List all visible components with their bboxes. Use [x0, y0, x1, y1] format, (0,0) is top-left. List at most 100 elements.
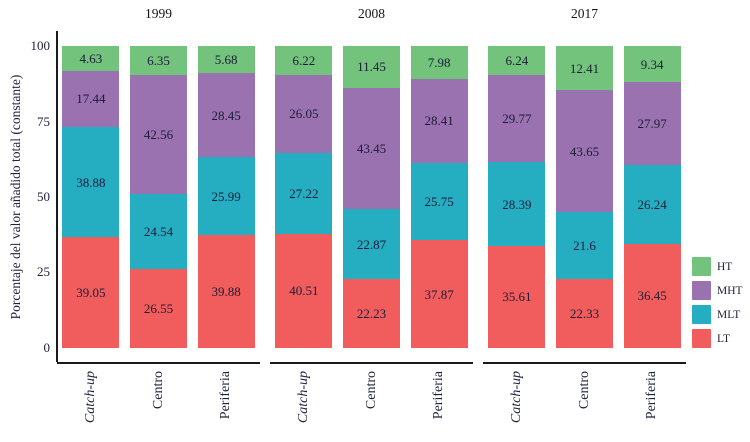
bar-segment-mht: 28.45 — [197, 73, 255, 158]
segment-value-label: 12.41 — [569, 60, 600, 76]
legend-label: LT — [717, 332, 730, 345]
segment-value-label: 6.22 — [292, 52, 316, 68]
stacked-bar-2008-centro: 11.45 43.45 22.87 22.23 — [343, 46, 400, 348]
legend-label: MLT — [717, 308, 741, 321]
legend-swatch-ht — [692, 257, 711, 276]
x-axis-line-facet-1 — [270, 362, 473, 364]
bar-segment-ht: 6.35 — [130, 46, 187, 75]
segment-value-label: 28.45 — [211, 107, 241, 123]
segment-value-label: 42.56 — [143, 127, 174, 143]
x-axis-line-facet-0 — [57, 362, 260, 364]
segment-value-label: 5.68 — [214, 52, 238, 68]
bar-segment-lt: 40.51 — [275, 233, 333, 348]
segment-value-label: 27.97 — [637, 116, 667, 132]
segment-value-label: 36.45 — [637, 288, 667, 304]
segment-value-label: 35.61 — [502, 289, 532, 305]
stacked-bar-2008-periferia: 7.98 28.41 25.75 37.87 — [410, 46, 468, 349]
x-axis-category-label: Catch-up — [295, 371, 311, 424]
bar-segment-lt: 35.61 — [488, 245, 546, 348]
bar-segment-ht: 5.68 — [197, 46, 255, 74]
segment-value-label: 26.24 — [637, 197, 667, 213]
facet-panel-1: 6.22 26.05 27.22 40.51 11.45 43.45 22.87 22.23 7… — [270, 46, 473, 349]
facet-panel-2: 6.24 29.77 28.39 35.61 12.41 43.65 21.6 22.33 9.… — [483, 46, 686, 348]
x-axis-category-label: Centro — [150, 371, 166, 410]
segment-value-label: 17.44 — [76, 91, 106, 107]
bar-segment-ht: 6.22 — [275, 46, 333, 75]
x-axis-category-label: Periferia — [431, 371, 447, 420]
segment-value-label: 37.87 — [424, 286, 454, 302]
segment-value-label: 25.99 — [211, 188, 241, 204]
legend-item-mht: MHT — [692, 281, 743, 300]
bar-segment-mlt: 38.88 — [62, 127, 120, 238]
segment-value-label: 29.77 — [502, 110, 532, 126]
x-axis-category-label: Catch-up — [82, 371, 98, 424]
segment-value-label: 25.75 — [424, 194, 454, 210]
segment-value-label: 22.33 — [569, 306, 600, 322]
bar-segment-lt: 36.45 — [623, 243, 681, 348]
bar-segment-mht: 42.56 — [130, 74, 187, 195]
segment-value-label: 43.45 — [356, 140, 387, 156]
y-tick-label-100: 100 — [30, 38, 51, 53]
bar-segment-mlt: 26.24 — [623, 165, 681, 244]
bar-segment-ht: 12.41 — [556, 46, 613, 91]
bar-segment-lt: 39.88 — [197, 235, 255, 348]
legend-item-lt: LT — [692, 329, 743, 348]
bar-segment-lt: 22.33 — [556, 279, 613, 348]
bar-segment-ht: 4.63 — [62, 46, 120, 71]
bar-segment-ht: 7.98 — [410, 46, 468, 79]
stacked-bar-2017-catch-up: 6.24 29.77 28.39 35.61 — [488, 46, 546, 348]
bar-segment-mlt: 27.22 — [275, 152, 333, 234]
legend-swatch-mlt — [692, 305, 711, 324]
bar-segment-mht: 43.45 — [343, 87, 400, 210]
bar-segment-mht: 17.44 — [62, 70, 120, 128]
bar-segment-ht: 9.34 — [623, 46, 681, 83]
segment-value-label: 7.98 — [427, 54, 451, 70]
segment-value-label: 22.87 — [356, 236, 387, 252]
x-axis-category-label: Catch-up — [508, 371, 524, 424]
bar-segment-mlt: 25.75 — [410, 162, 468, 241]
segment-value-label: 39.88 — [211, 284, 241, 300]
bar-segment-lt: 22.23 — [343, 279, 400, 348]
segment-value-label: 43.65 — [569, 143, 600, 159]
bar-segment-mlt: 22.87 — [343, 209, 400, 280]
bar-segment-mht: 28.41 — [410, 78, 468, 163]
segment-value-label: 28.41 — [424, 113, 454, 129]
bar-segment-lt: 39.05 — [62, 237, 120, 348]
legend-swatch-lt — [692, 329, 711, 348]
y-tick-label-75: 75 — [37, 114, 50, 129]
stacked-bar-2008-catch-up: 6.22 26.05 27.22 40.51 — [275, 46, 333, 348]
legend-label: MHT — [717, 284, 743, 297]
legend: HT MHT MLT LT — [692, 257, 743, 348]
legend-swatch-mht — [692, 281, 711, 300]
segment-value-label: 27.22 — [289, 185, 319, 201]
bar-segment-mlt: 24.54 — [130, 194, 187, 269]
y-tick-label-0: 0 — [43, 340, 51, 355]
bar-segment-mht: 26.05 — [275, 74, 333, 153]
stacked-bar-1999-catch-up: 4.63 17.44 38.88 39.05 — [62, 46, 120, 348]
x-axis-line-facet-2 — [483, 362, 686, 364]
bar-segment-mlt: 25.99 — [197, 157, 255, 236]
legend-item-mlt: MLT — [692, 305, 743, 324]
stacked-bar-2017-centro: 12.41 43.65 21.6 22.33 — [556, 46, 613, 348]
segment-value-label: 26.55 — [143, 300, 174, 316]
legend-label: HT — [717, 260, 733, 273]
stacked-bar-2017-periferia: 9.34 27.97 26.24 36.45 — [623, 46, 681, 348]
segment-value-label: 40.51 — [289, 283, 319, 299]
segment-value-label: 22.23 — [356, 306, 387, 322]
facet-panel-0: 4.63 17.44 38.88 39.05 6.35 42.56 24.54 26.55 5.… — [57, 46, 260, 348]
bar-segment-lt: 37.87 — [410, 240, 468, 349]
bar-segment-mlt: 28.39 — [488, 162, 546, 246]
bar-segment-ht: 6.24 — [488, 46, 546, 75]
bar-segment-mht: 43.65 — [556, 90, 613, 213]
y-tick-label-25: 25 — [37, 264, 50, 279]
segment-value-label: 9.34 — [640, 56, 664, 72]
segment-value-label: 11.45 — [357, 59, 386, 75]
segment-value-label: 6.35 — [147, 52, 170, 68]
segment-value-label: 26.05 — [289, 106, 319, 122]
segment-value-label: 6.24 — [505, 52, 529, 68]
facet-title-2008: 2008 — [358, 6, 385, 21]
stacked-bar-1999-periferia: 5.68 28.45 25.99 39.88 — [197, 46, 255, 348]
stacked-bar-1999-centro: 6.35 42.56 24.54 26.55 — [130, 46, 187, 348]
bar-segment-lt: 26.55 — [130, 268, 187, 348]
